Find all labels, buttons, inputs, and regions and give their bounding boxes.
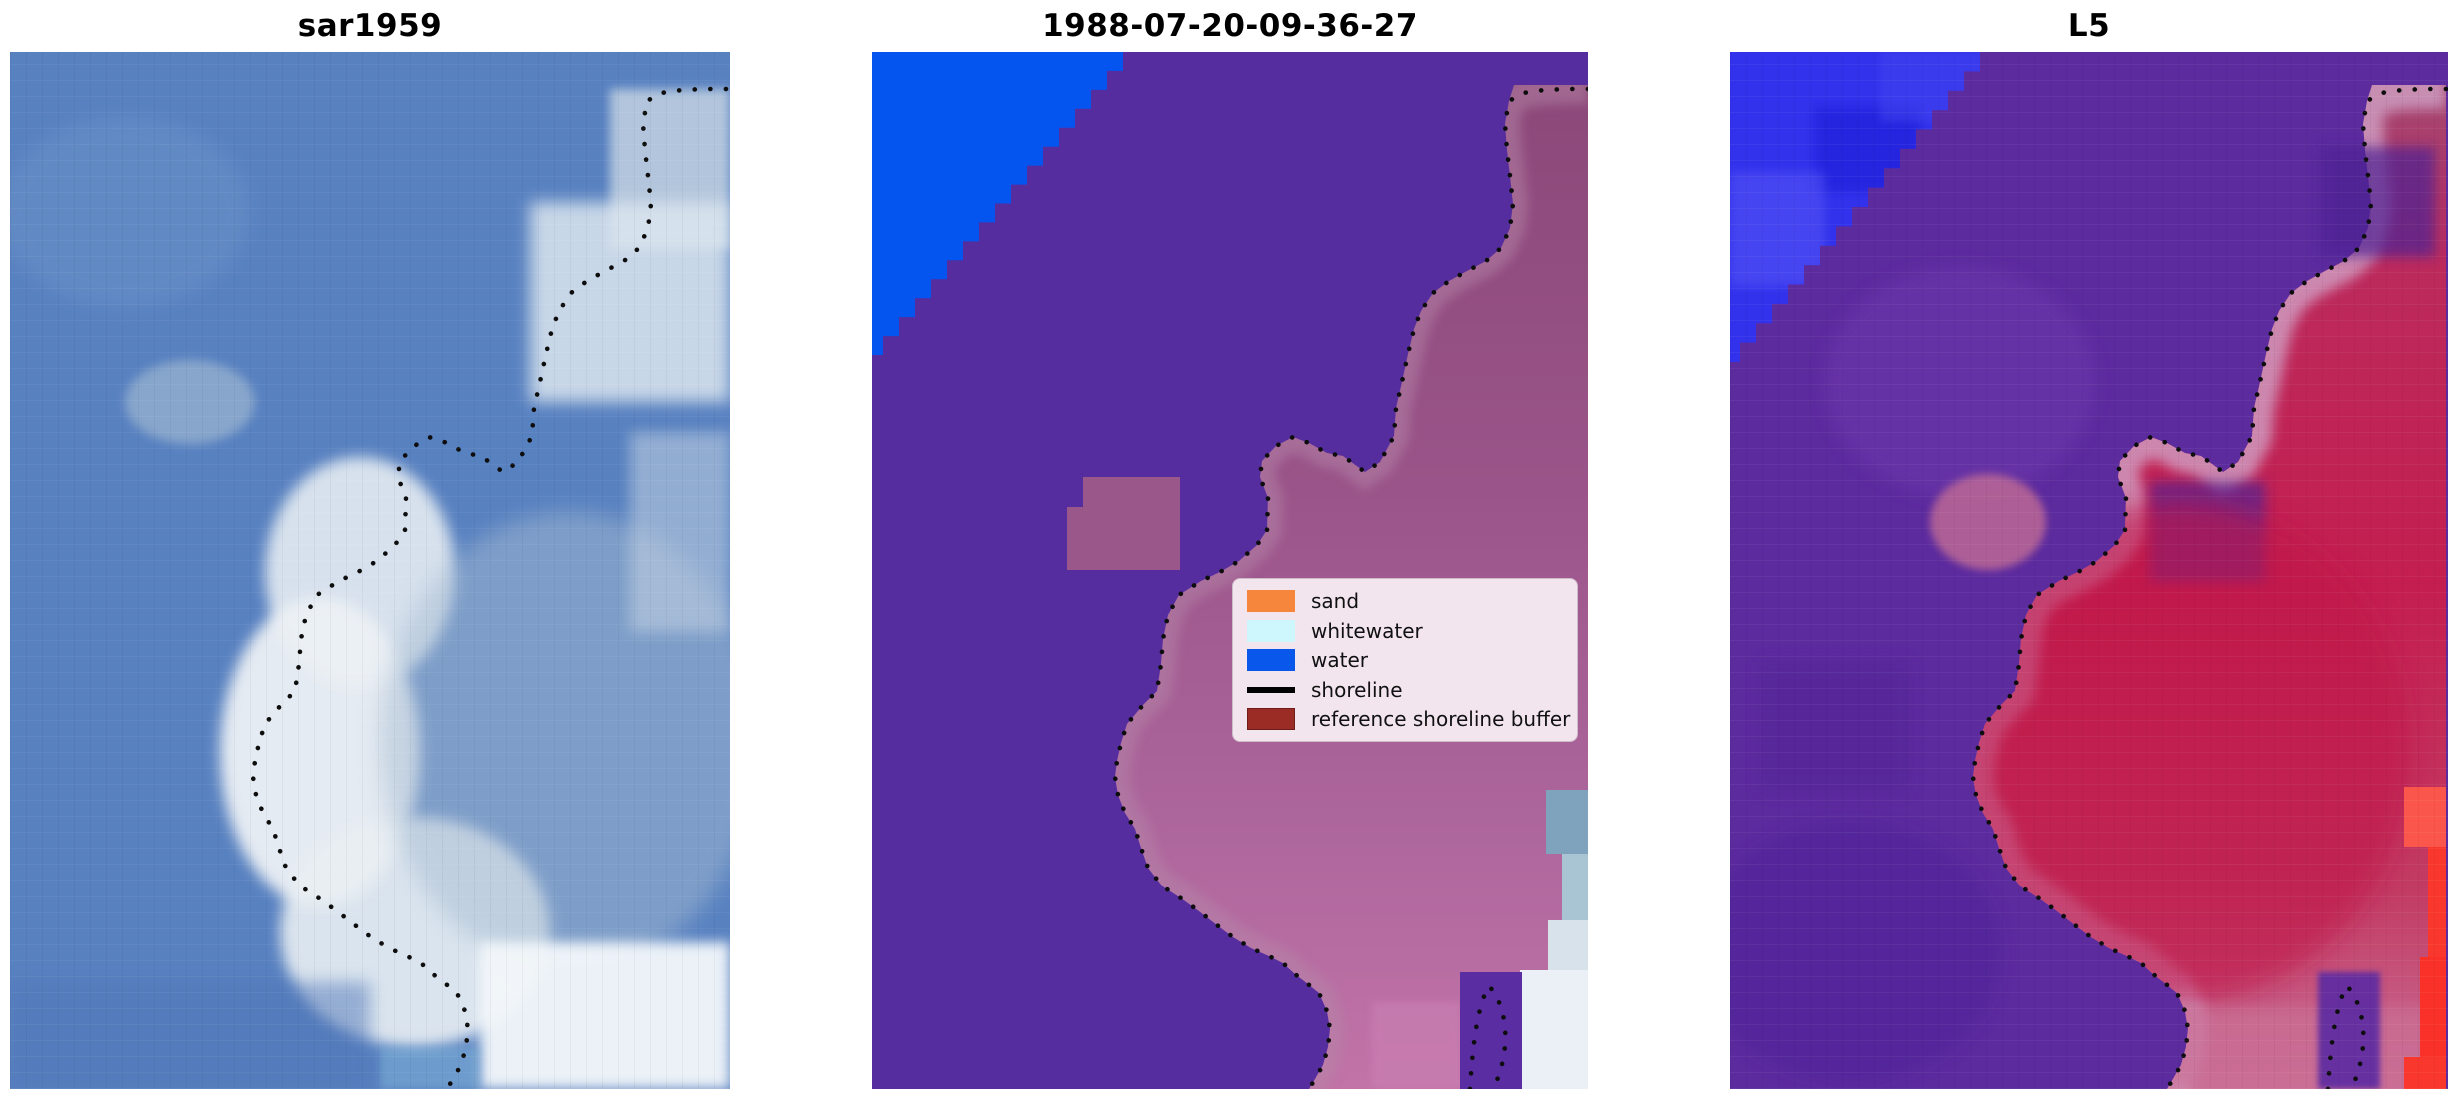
legend-swatch-water (1247, 649, 1295, 671)
sar-image (10, 52, 730, 1089)
legend-swatch-sand (1247, 590, 1295, 612)
classified-image: sand whitewater water shoreline reference sh… (872, 52, 1588, 1089)
panel-title: sar1959 (297, 8, 443, 44)
legend-label: shoreline (1311, 677, 1403, 702)
legend-label: reference shoreline buffer (1311, 707, 1571, 731)
l5-image (1730, 52, 2448, 1089)
legend-item: whitewater (1247, 619, 1563, 643)
legend-swatch-whitewater (1247, 619, 1295, 642)
legend-item: shoreline (1247, 678, 1563, 702)
panel-title: L5 (2067, 8, 2111, 44)
panel-sar1959: sar1959 (10, 0, 730, 1104)
panel-title: 1988-07-20-09-36-27 (1042, 8, 1418, 44)
legend-swatch-shoreline (1247, 686, 1295, 693)
legend-item: water (1247, 648, 1563, 672)
panel-classification: 1988-07-20-09-36-27 sand whitewater water s… (872, 0, 1588, 1104)
l5-image-canvas (1730, 52, 2448, 1089)
sar-image-canvas (10, 52, 730, 1089)
legend-swatch-reference-shoreline-buffer (1247, 708, 1295, 730)
legend-label: water (1311, 648, 1368, 672)
legend-label: sand (1311, 589, 1360, 613)
legend: sand whitewater water shoreline reference sh… (1232, 578, 1578, 742)
legend-item: reference shoreline buffer (1247, 707, 1570, 731)
panel-l5: L5 (1730, 0, 2448, 1104)
legend-item: sand (1247, 589, 1563, 613)
legend-label: whitewater (1311, 618, 1423, 643)
classified-image-canvas (872, 52, 1588, 1089)
